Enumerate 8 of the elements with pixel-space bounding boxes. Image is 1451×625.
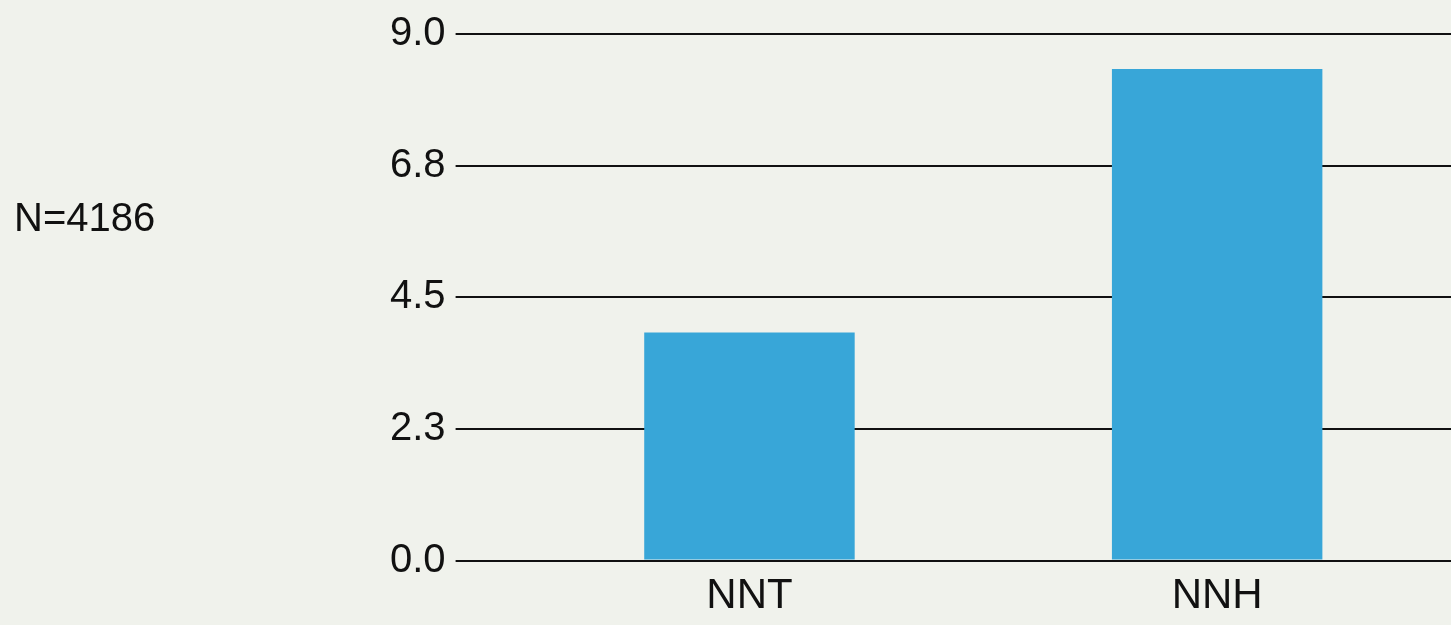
x-tick-label: NNT (706, 570, 793, 618)
y-tick-label: 9.0 (390, 9, 446, 54)
text: N=4186 (14, 195, 156, 240)
y-tick-label: 2.3 (390, 403, 446, 448)
x-tick-label: NNH (1171, 570, 1263, 618)
y-tick-label: 4.5 (390, 272, 446, 317)
y-tick-label: 6.8 (390, 140, 446, 185)
y-tick-label: 0.0 (390, 535, 446, 580)
